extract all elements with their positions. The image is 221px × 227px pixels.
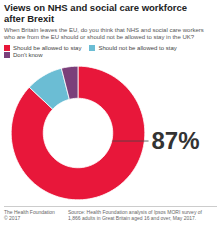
- html-text:Views on NHS and social care w: Views on NHS and social care workforce a…: [4, 2, 187, 24]
- html-text:When Britain leaves the EU, do: When Britain leaves the EU, do you think…: [4, 26, 204, 41]
- html-text:Should not be allowed to stay: Should not be allowed to stay: [98, 44, 177, 51]
- svg-text:87%: 87%: [152, 127, 200, 154]
- html-text:The Health Foundation © 2017: The Health Foundation © 2017: [4, 208, 55, 222]
- html-text:Should be allowed to stay: Should be allowed to stay: [13, 44, 82, 51]
- html-text:Don't know: Don't know: [13, 51, 43, 58]
- html-text:Source: Health Foundation anal: Source: Health Foundation analysis of Ip…: [68, 208, 202, 222]
